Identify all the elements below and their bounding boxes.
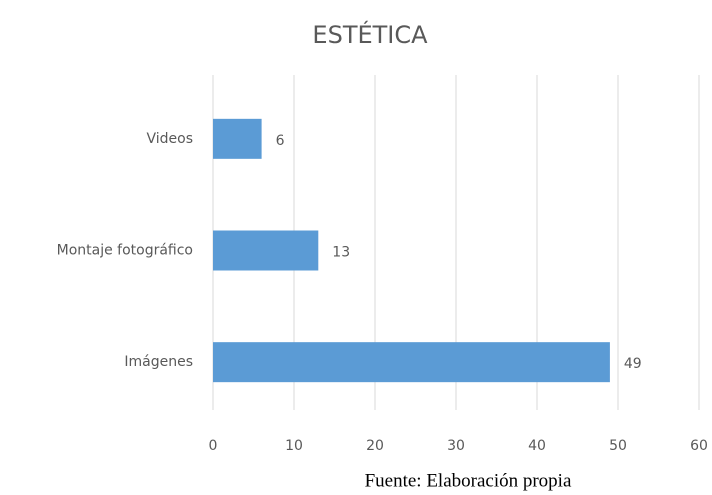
x-tick-label: 50 [609,438,627,454]
x-tick-label: 30 [447,438,465,454]
data-label: 49 [624,356,642,372]
source-note: Fuente: Elaboración propia [365,470,572,491]
bar [213,230,319,271]
data-label: 13 [332,245,350,261]
bar [213,118,262,159]
x-tick-label: 0 [209,438,218,454]
x-tick-label: 10 [285,438,303,454]
x-tick-label: 40 [528,438,546,454]
y-tick-label: Videos [146,131,193,147]
chart-title: ESTÉTICA [312,20,428,49]
x-tick-label: 20 [366,438,384,454]
x-tick-label: 60 [690,438,708,454]
data-label: 6 [276,133,285,149]
y-tick-label: Imágenes [124,354,193,370]
bar [213,342,610,383]
y-tick-label: Montaje fotográfico [57,243,193,259]
